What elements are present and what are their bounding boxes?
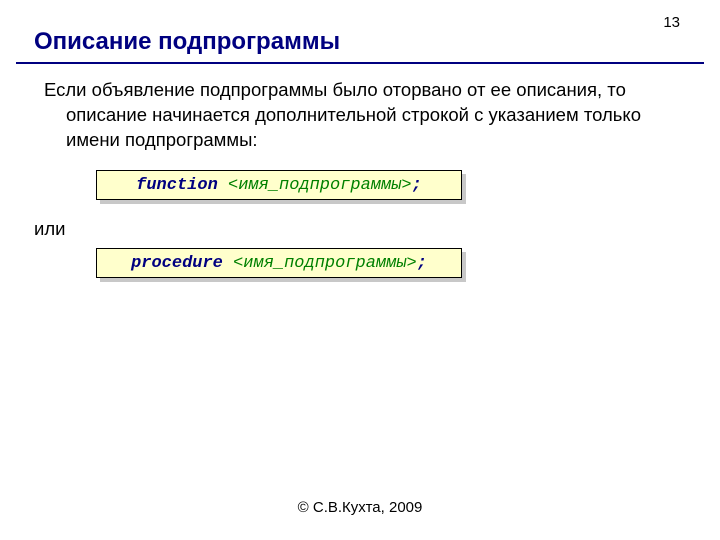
title-rule xyxy=(16,62,704,64)
code-keyword: function xyxy=(136,176,218,195)
code-box: procedure <имя_подпрограммы>; xyxy=(96,248,462,278)
page-number: 13 xyxy=(663,14,680,31)
code-box-function: function <имя_подпрограммы>; xyxy=(96,170,462,200)
footer-copyright: © С.В.Кухта, 2009 xyxy=(0,499,720,516)
code-box: function <имя_подпрограммы>; xyxy=(96,170,462,200)
angle-close: > xyxy=(407,254,417,273)
slide-title: Описание подпрограммы xyxy=(34,28,340,56)
angle-open: < xyxy=(233,254,243,273)
angle-open: < xyxy=(228,176,238,195)
code-box-procedure: procedure <имя_подпрограммы>; xyxy=(96,248,462,278)
code-identifier: имя_подпрограммы xyxy=(238,176,401,195)
angle-close: > xyxy=(401,176,411,195)
or-label: или xyxy=(34,218,65,240)
code-semicolon: ; xyxy=(417,254,427,273)
code-keyword: procedure xyxy=(131,254,223,273)
code-identifier: имя_подпрограммы xyxy=(243,254,406,273)
body-paragraph: Если объявление подпрограммы было оторва… xyxy=(16,78,676,153)
code-semicolon: ; xyxy=(412,176,422,195)
